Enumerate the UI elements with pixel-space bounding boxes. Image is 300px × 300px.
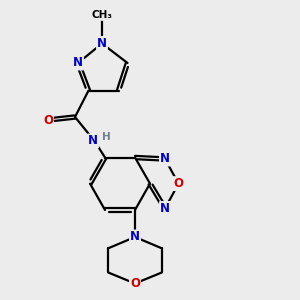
- Text: O: O: [43, 113, 53, 127]
- Text: N: N: [88, 134, 98, 148]
- Text: O: O: [173, 177, 184, 190]
- Text: CH₃: CH₃: [92, 10, 112, 20]
- Text: N: N: [130, 230, 140, 244]
- Text: O: O: [130, 277, 140, 290]
- Text: N: N: [160, 202, 170, 215]
- Text: H: H: [101, 131, 110, 142]
- Text: N: N: [97, 37, 107, 50]
- Text: N: N: [160, 152, 170, 166]
- Text: N: N: [73, 56, 83, 70]
